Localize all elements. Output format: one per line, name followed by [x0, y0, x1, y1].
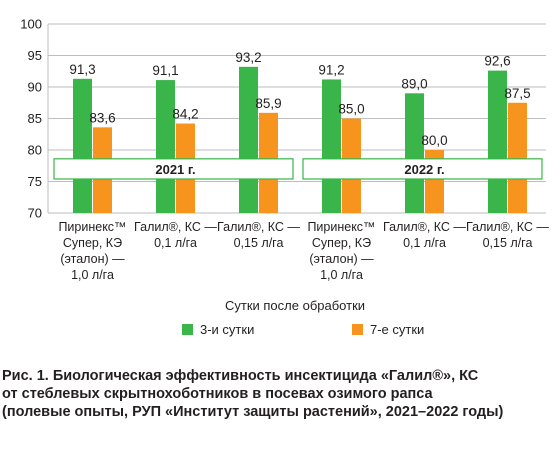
data-label: 80,0 — [421, 133, 447, 148]
x-tick-label: Пиринекс™ — [307, 220, 375, 234]
y-axis-ticks: 70 75 80 85 90 95 100 — [20, 17, 42, 221]
data-label: 93,2 — [235, 50, 261, 65]
year-label: 2022 г. — [404, 162, 444, 177]
data-label: 91,2 — [318, 62, 344, 77]
x-tick-label: Галил®, КС — — [466, 220, 549, 234]
x-tick-label: (эталон) — — [309, 252, 374, 266]
y-tick-label: 70 — [28, 206, 42, 221]
year-box — [53, 158, 294, 180]
x-tick-label: 0,1 л/га — [154, 236, 197, 250]
data-label: 87,5 — [504, 86, 530, 101]
x-tick-label: (эталон) — — [60, 252, 125, 266]
bar-day3 — [322, 79, 341, 213]
figure-caption: Рис. 1. Биологическая эффективность инсе… — [2, 367, 558, 421]
caption-line: Рис. 1. Биологическая эффективность инсе… — [2, 368, 479, 384]
legend-swatch — [182, 324, 193, 335]
bar-day3 — [239, 66, 258, 213]
value-labels: 91,3 83,6 91,1 84,2 93,2 85,9 91,2 85,0 89,0 80,0… — [69, 50, 530, 148]
legend-label: 3-и сутки — [200, 322, 254, 337]
bar-day3 — [73, 78, 92, 213]
category-labels: Пиринекс™ Супер, КЭ (эталон) — 1,0 л/га Гали… — [58, 220, 549, 282]
data-label: 85,9 — [255, 96, 281, 111]
year-boxes: 2021 г. 2022 г. — [53, 158, 543, 180]
legend: 3-и сутки 7-е сутки — [182, 322, 424, 337]
x-tick-label: Галил®, КС — — [217, 220, 300, 234]
x-tick-label: Галил®, КС — — [134, 220, 217, 234]
x-tick-label: 1,0 л/га — [320, 268, 363, 282]
y-tick-label: 100 — [20, 17, 42, 32]
legend-swatch — [352, 324, 363, 335]
x-tick-label: 0,15 л/га — [234, 236, 284, 250]
x-tick-label: 0,1 л/га — [403, 236, 446, 250]
y-tick-label: 95 — [28, 48, 42, 63]
y-tick-label: 85 — [28, 111, 42, 126]
data-label: 91,1 — [152, 63, 178, 78]
data-label: 84,2 — [172, 107, 198, 122]
data-label: 85,0 — [338, 102, 364, 117]
x-tick-label: Галил®, КС — — [383, 220, 466, 234]
y-tick-label: 80 — [28, 143, 42, 158]
caption-line: от стеблевых скрытнохоботников в посевах… — [2, 386, 433, 402]
bar-day7 — [508, 102, 527, 213]
x-tick-label: Супер, КЭ — [63, 236, 122, 250]
x-axis-label: Сутки после обработки — [225, 298, 365, 313]
data-label: 89,0 — [401, 76, 427, 91]
bars — [73, 66, 527, 214]
x-tick-label: Супер, КЭ — [312, 236, 371, 250]
x-tick-label: 1,0 л/га — [71, 268, 114, 282]
data-label: 83,6 — [89, 110, 115, 125]
y-tick-label: 90 — [28, 80, 42, 95]
bar-day3 — [156, 80, 175, 213]
bar-day3 — [405, 93, 424, 213]
x-tick-label: 0,15 л/га — [483, 236, 533, 250]
data-label: 91,3 — [69, 62, 95, 77]
legend-label: 7-е сутки — [370, 322, 424, 337]
caption-line: (полевые опыты, РУП «Институт защиты рас… — [2, 404, 504, 420]
year-label: 2021 г. — [155, 162, 195, 177]
x-tick-label: Пиринекс™ — [58, 220, 126, 234]
data-label: 92,6 — [484, 54, 510, 69]
y-tick-label: 75 — [28, 174, 42, 189]
grid-lines — [47, 23, 546, 214]
year-box — [302, 158, 543, 180]
